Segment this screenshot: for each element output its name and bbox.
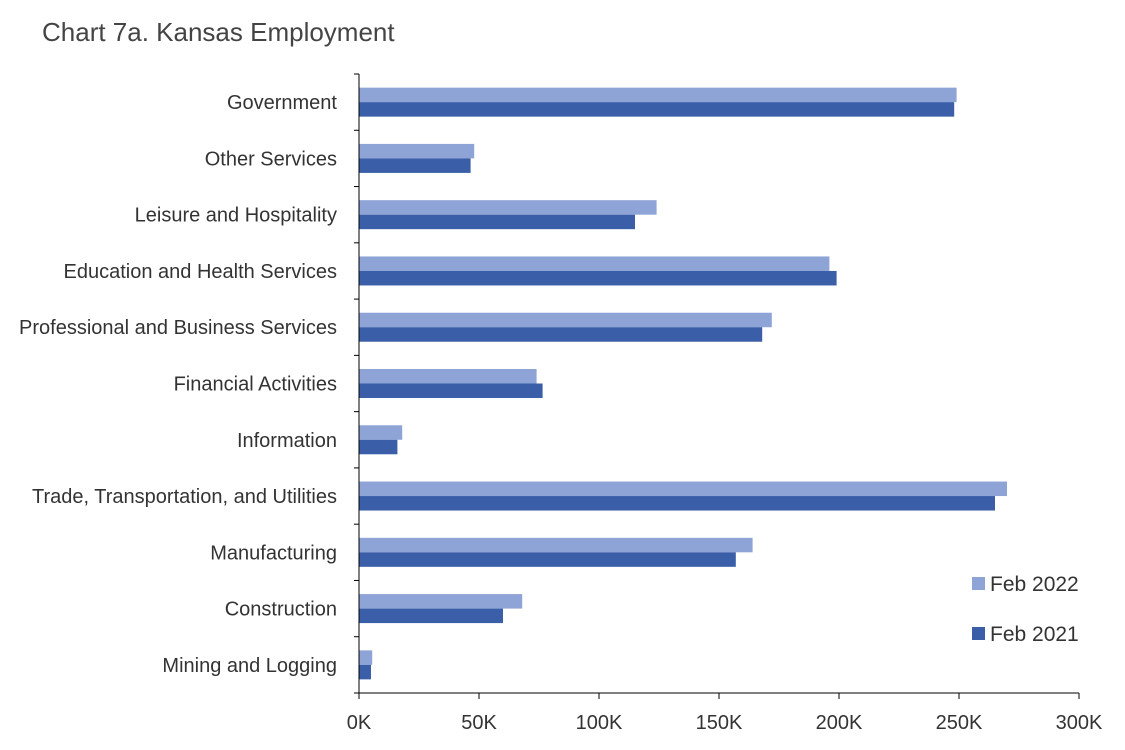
bar-feb-2022 xyxy=(359,481,1007,497)
bar-feb-2021 xyxy=(359,439,398,455)
bar-feb-2022 xyxy=(359,369,537,384)
category-label: Government xyxy=(227,92,337,114)
bar-feb-2022 xyxy=(359,537,753,553)
legend-swatch xyxy=(972,577,985,590)
category-label: Professional and Business Services xyxy=(19,317,337,339)
bar-feb-2022 xyxy=(359,200,657,215)
bar-feb-2021 xyxy=(359,496,995,511)
legend-label: Feb 2022 xyxy=(990,573,1079,596)
category-label: Other Services xyxy=(205,148,337,170)
category-label: Construction xyxy=(225,599,337,621)
bar-feb-2022 xyxy=(359,425,403,440)
bars-layer xyxy=(359,87,1007,680)
category-label: Financial Activities xyxy=(174,374,337,396)
bar-feb-2021 xyxy=(359,158,471,173)
category-label: Manufacturing xyxy=(210,542,337,564)
x-tick-label: 300K xyxy=(1056,712,1103,734)
category-label: Information xyxy=(237,430,337,452)
bar-feb-2022 xyxy=(359,650,373,665)
chart-title: Chart 7a. Kansas Employment xyxy=(42,17,395,47)
bar-feb-2021 xyxy=(359,383,543,398)
bar-feb-2021 xyxy=(359,102,955,117)
bar-feb-2022 xyxy=(359,594,523,609)
bar-feb-2022 xyxy=(359,312,772,328)
x-tick-label: 50K xyxy=(461,712,497,734)
bar-feb-2021 xyxy=(359,327,763,342)
bar-feb-2022 xyxy=(359,256,830,271)
bar-feb-2021 xyxy=(359,214,635,230)
category-label: Leisure and Hospitality xyxy=(135,205,337,227)
x-tick-label: 250K xyxy=(936,712,983,734)
bar-feb-2021 xyxy=(359,270,837,286)
axes-layer: Government Other Services Leisure and Hosp… xyxy=(19,73,1103,734)
legend-label: Feb 2021 xyxy=(990,623,1079,646)
category-label: Education and Health Services xyxy=(64,261,338,283)
x-tick-label: 150K xyxy=(696,712,743,734)
legend: Feb 2022 Feb 2021 xyxy=(972,573,1079,646)
x-tick-label: 100K xyxy=(576,712,623,734)
bar-feb-2022 xyxy=(359,87,957,103)
bar-feb-2021 xyxy=(359,664,371,680)
bar-feb-2021 xyxy=(359,552,736,567)
category-label: Mining and Logging xyxy=(162,655,337,677)
legend-swatch xyxy=(972,627,985,640)
x-tick-label: 200K xyxy=(816,712,863,734)
x-tick-label: 0K xyxy=(347,712,372,734)
bar-feb-2022 xyxy=(359,143,475,159)
category-label: Trade, Transportation, and Utilities xyxy=(32,486,337,508)
bar-feb-2021 xyxy=(359,608,503,624)
